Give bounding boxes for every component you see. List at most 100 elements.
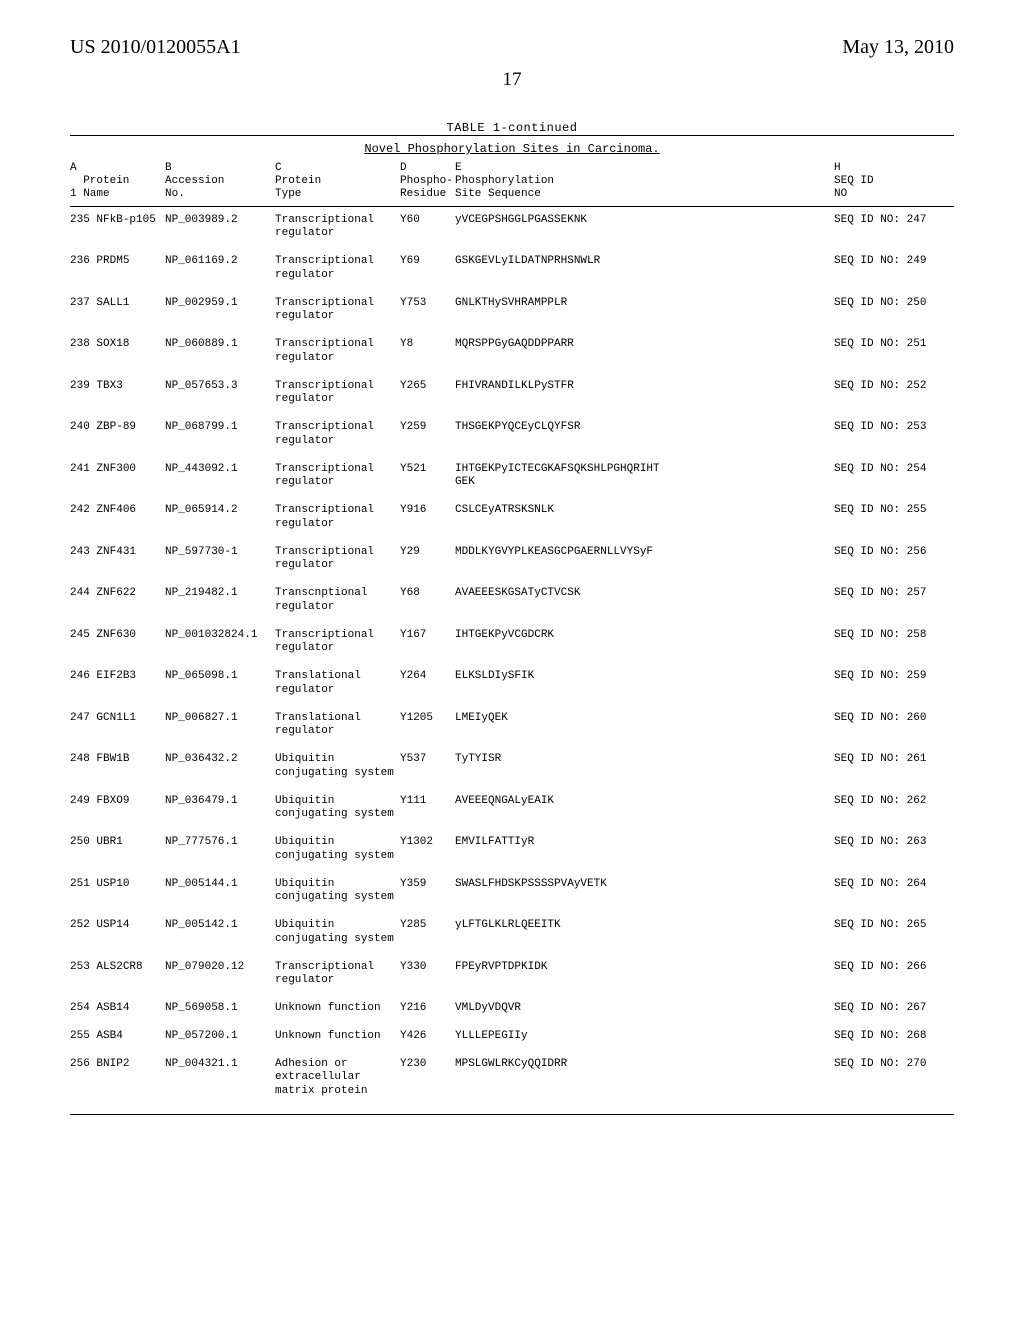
cell-protein-name: 240 ZBP-89: [70, 414, 165, 456]
cell-sequence: GSKGEVLyILDATNPRHSNWLR: [455, 248, 834, 290]
cell-protein-type: Ubiquitin conjugating system: [275, 788, 400, 830]
col-label: C: [275, 162, 282, 174]
phospho-table: A Protein 1 Name B Accession No. C Prote…: [70, 162, 954, 1106]
table-head: A Protein 1 Name B Accession No. C Prote…: [70, 162, 954, 206]
cell-protein-type: Ubiquitin conjugating system: [275, 912, 400, 954]
cell-sequence: YLLLEPEGIIy: [455, 1023, 834, 1051]
cell-protein-type: Ubiquitin conjugating system: [275, 871, 400, 913]
table-row: 256 BNIP2NP_004321.1Adhesion or extracel…: [70, 1051, 954, 1106]
col-b-header: B Accession No.: [165, 162, 275, 204]
cell-protein-name: 238 SOX18: [70, 331, 165, 373]
cell-sequence: AVAEEESKGSATyCTVCSK: [455, 580, 834, 622]
cell-protein-type: Transcriptional regulator: [275, 206, 400, 248]
cell-residue: Y359: [400, 871, 455, 913]
cell-accession: NP_057653.3: [165, 373, 275, 415]
cell-protein-type: Translational regulator: [275, 705, 400, 747]
table-row: 236 PRDM5NP_061169.2Transcriptional regu…: [70, 248, 954, 290]
cell-residue: Y230: [400, 1051, 455, 1106]
cell-residue: Y60: [400, 206, 455, 248]
cell-accession: NP_065098.1: [165, 663, 275, 705]
cell-protein-name: 243 ZNF431: [70, 539, 165, 581]
cell-seq-id: SEQ ID NO: 268: [834, 1023, 954, 1051]
col-label: Phospho-: [400, 175, 453, 187]
cell-sequence: yVCEGPSHGGLPGASSEKNK: [455, 206, 834, 248]
cell-accession: NP_001032824.1: [165, 622, 275, 664]
cell-sequence: VMLDyVDQVR: [455, 995, 834, 1023]
table-row: 250 UBR1NP_777576.1Ubiquitin conjugating…: [70, 829, 954, 871]
cell-protein-name: 250 UBR1: [70, 829, 165, 871]
cell-accession: NP_569058.1: [165, 995, 275, 1023]
cell-sequence: IHTGEKPyICTECGKAFSQKSHLPGHQRIHT GEK: [455, 456, 834, 498]
cell-sequence: TyTYISR: [455, 746, 834, 788]
cell-seq-id: SEQ ID NO: 270: [834, 1051, 954, 1106]
cell-protein-name: 249 FBXO9: [70, 788, 165, 830]
table-row: 252 USP14NP_005142.1Ubiquitin conjugatin…: [70, 912, 954, 954]
table-row: 239 TBX3NP_057653.3Transcriptional regul…: [70, 373, 954, 415]
cell-protein-name: 244 ZNF622: [70, 580, 165, 622]
table-row: 249 FBXO9NP_036479.1Ubiquitin conjugatin…: [70, 788, 954, 830]
cell-accession: NP_068799.1: [165, 414, 275, 456]
cell-seq-id: SEQ ID NO: 251: [834, 331, 954, 373]
cell-accession: NP_036432.2: [165, 746, 275, 788]
cell-accession: NP_219482.1: [165, 580, 275, 622]
col-a-header: A Protein 1 Name: [70, 162, 165, 204]
col-c-header: C Protein Type: [275, 162, 400, 204]
cell-protein-name: 246 EIF2B3: [70, 663, 165, 705]
cell-protein-name: 236 PRDM5: [70, 248, 165, 290]
cell-protein-type: Unknown function: [275, 1023, 400, 1051]
col-h-header: H SEQ ID NO: [834, 162, 954, 204]
page-number: 17: [70, 69, 954, 91]
cell-accession: NP_597730-1: [165, 539, 275, 581]
cell-sequence: MDDLKYGVYPLKEASGCPGAERNLLVYSyF: [455, 539, 834, 581]
cell-accession: NP_002959.1: [165, 290, 275, 332]
cell-seq-id: SEQ ID NO: 252: [834, 373, 954, 415]
cell-residue: Y68: [400, 580, 455, 622]
cell-residue: Y1302: [400, 829, 455, 871]
table-row: 248 FBW1BNP_036432.2Ubiquitin conjugatin…: [70, 746, 954, 788]
cell-residue: Y264: [400, 663, 455, 705]
cell-residue: Y259: [400, 414, 455, 456]
table-body: 235 NFkB-p105NP_003989.2Transcriptional …: [70, 206, 954, 1106]
col-label: Protein: [83, 175, 129, 187]
cell-residue: Y330: [400, 954, 455, 996]
table-row: 251 USP10NP_005144.1Ubiquitin conjugatin…: [70, 871, 954, 913]
table-row: 238 SOX18NP_060889.1Transcriptional regu…: [70, 331, 954, 373]
table-row: 240 ZBP-89NP_068799.1Transcriptional reg…: [70, 414, 954, 456]
cell-accession: NP_004321.1: [165, 1051, 275, 1106]
cell-sequence: FPEyRVPTDPKIDK: [455, 954, 834, 996]
cell-protein-name: 255 ASB4: [70, 1023, 165, 1051]
cell-seq-id: SEQ ID NO: 256: [834, 539, 954, 581]
cell-protein-type: Ubiquitin conjugating system: [275, 829, 400, 871]
cell-protein-name: 239 TBX3: [70, 373, 165, 415]
cell-protein-name: 247 GCN1L1: [70, 705, 165, 747]
cell-protein-name: 242 ZNF406: [70, 497, 165, 539]
cell-sequence: THSGEKPYQCEyCLQYFSR: [455, 414, 834, 456]
col-label: Accession: [165, 175, 224, 187]
cell-protein-name: 253 ALS2CR8: [70, 954, 165, 996]
cell-accession: NP_065914.2: [165, 497, 275, 539]
cell-sequence: EMVILFATTIyR: [455, 829, 834, 871]
cell-protein-type: Transcriptional regulator: [275, 539, 400, 581]
cell-seq-id: SEQ ID NO: 254: [834, 456, 954, 498]
table-row: 246 EIF2B3NP_065098.1Translational regul…: [70, 663, 954, 705]
col-label: E: [455, 162, 462, 174]
cell-residue: Y216: [400, 995, 455, 1023]
cell-residue: Y167: [400, 622, 455, 664]
cell-residue: Y111: [400, 788, 455, 830]
cell-accession: NP_443092.1: [165, 456, 275, 498]
table-row: 254 ASB14NP_569058.1Unknown functionY216…: [70, 995, 954, 1023]
cell-protein-name: 245 ZNF630: [70, 622, 165, 664]
cell-seq-id: SEQ ID NO: 249: [834, 248, 954, 290]
cell-sequence: IHTGEKPyVCGDCRK: [455, 622, 834, 664]
cell-sequence: FHIVRANDILKLPySTFR: [455, 373, 834, 415]
col-label: NO: [834, 188, 847, 200]
col-label: H: [834, 162, 841, 174]
cell-protein-type: Transcriptional regulator: [275, 497, 400, 539]
cell-seq-id: SEQ ID NO: 250: [834, 290, 954, 332]
table-row: 245 ZNF630NP_001032824.1Transcriptional …: [70, 622, 954, 664]
cell-residue: Y537: [400, 746, 455, 788]
cell-protein-type: Transcriptional regulator: [275, 954, 400, 996]
cell-sequence: MPSLGWLRKCyQQIDRR: [455, 1051, 834, 1106]
cell-protein-name: 256 BNIP2: [70, 1051, 165, 1106]
page: US 2010/0120055A1 May 13, 2010 17 TABLE …: [0, 0, 1024, 1320]
